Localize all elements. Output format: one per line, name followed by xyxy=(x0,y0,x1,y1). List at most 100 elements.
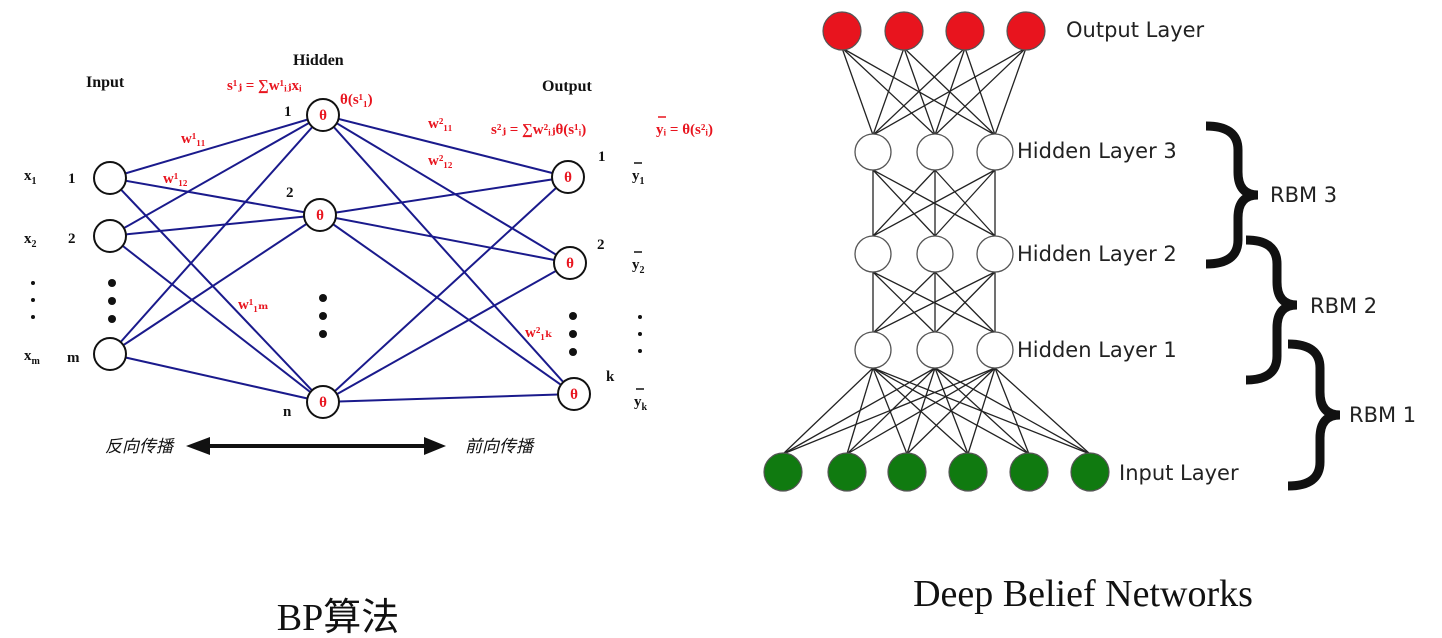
output-node-2 xyxy=(553,246,587,280)
bp-caption: BP算法 xyxy=(277,597,399,638)
edge-inm-hn xyxy=(109,353,324,403)
dbn-input-layer-nodes xyxy=(763,452,1110,492)
output-sum-formula: s²ⱼ = ∑w²ᵢⱼθ(s¹ᵢ) xyxy=(491,122,586,138)
hidden-sum-formula: s¹ⱼ = ∑w¹ᵢⱼxᵢ xyxy=(227,78,302,94)
hidden-index-n: n xyxy=(283,404,292,420)
output-layer-node xyxy=(884,11,924,51)
dot xyxy=(638,315,642,319)
dot xyxy=(638,349,642,353)
output-index-k: k xyxy=(606,369,615,385)
dot xyxy=(319,330,327,338)
edge xyxy=(872,169,936,237)
edge xyxy=(872,169,996,237)
dot xyxy=(31,281,35,285)
weight-w1-1m: w¹₁ₘ xyxy=(238,297,269,313)
bp-connections xyxy=(109,114,575,403)
hidden-index-1: 1 xyxy=(284,104,292,120)
edge xyxy=(994,47,1027,136)
hidden-node-n xyxy=(306,385,340,419)
bp-layer-titles: Input Hidden Output xyxy=(86,52,592,95)
bp-weight-labels: w¹₁₁ w¹₁₂ w¹₁ₘ w²₁₁ w²₁₂ w²₁ₖ xyxy=(163,116,553,341)
rbm1-brace xyxy=(1287,339,1341,491)
bp-formulas: s¹ⱼ = ∑w¹ᵢⱼxᵢ θ(s¹₁) s²ⱼ = ∑w²ᵢⱼθ(s¹ᵢ) y… xyxy=(227,78,713,138)
dbn-connections xyxy=(782,47,1091,455)
hidden-layer-3-node xyxy=(854,133,892,171)
edge xyxy=(934,169,996,237)
dbn-diagram: Output Layer Hidden Layer 3 Hidden Layer… xyxy=(763,11,1416,615)
hidden-layer-2-label: Hidden Layer 2 xyxy=(1017,242,1177,266)
rbm2-brace xyxy=(1245,235,1298,385)
edge xyxy=(872,47,1027,136)
output-node-k xyxy=(557,377,591,411)
edge-in2-h1 xyxy=(109,114,324,237)
edge xyxy=(994,367,1030,455)
edge-hn-o2 xyxy=(322,262,571,403)
rbm3-brace xyxy=(1205,121,1259,269)
bp-ellipsis-dots xyxy=(31,279,642,356)
input-node-1 xyxy=(93,161,127,195)
rbm-2-label: RBM 2 xyxy=(1310,294,1377,318)
dot xyxy=(319,312,327,320)
weight-w2-1k: w²₁ₖ xyxy=(525,325,553,341)
edge-h1-o2 xyxy=(322,114,571,264)
edge xyxy=(841,47,874,136)
edge-h1-o1 xyxy=(322,114,569,178)
dot xyxy=(108,279,116,287)
rbm-1-label: RBM 1 xyxy=(1349,403,1416,427)
dbn-layer-labels: Output Layer Hidden Layer 3 Hidden Layer… xyxy=(1017,18,1239,485)
edge-inm-h2 xyxy=(109,214,321,355)
dbn-output-layer-nodes xyxy=(822,11,1046,51)
hidden-activation: θ(s¹₁) xyxy=(340,92,373,108)
edge-hn-ok xyxy=(322,393,575,403)
edge xyxy=(967,367,996,455)
bp-output-nodes xyxy=(551,160,591,411)
edge xyxy=(782,367,874,455)
dot xyxy=(108,315,116,323)
dot xyxy=(31,315,35,319)
input-layer-node xyxy=(1009,452,1049,492)
hidden-node-1 xyxy=(306,98,340,132)
y-label-1: y1 xyxy=(632,168,645,187)
y-label-k: yk xyxy=(634,394,648,413)
hidden-layer-1-node xyxy=(854,331,892,369)
x-label-1: x1 xyxy=(24,168,37,187)
arrow-head-right xyxy=(424,437,446,455)
input-layer-node xyxy=(887,452,927,492)
weight-w2-11: w²₁₁ xyxy=(428,116,452,132)
hidden-index-2: 2 xyxy=(286,185,294,201)
input-node-m xyxy=(93,337,127,371)
edge xyxy=(906,367,996,455)
edge-in2-h2 xyxy=(109,214,321,237)
input-layer-label: Input Layer xyxy=(1119,461,1239,485)
hidden-layer-1-label: Hidden Layer 1 xyxy=(1017,338,1177,362)
x-label-m: xm xyxy=(24,348,41,367)
input-layer-node xyxy=(763,452,803,492)
edge xyxy=(934,271,996,334)
dot xyxy=(319,294,327,302)
edge xyxy=(846,367,936,455)
forward-propagation-label: 前向传播 xyxy=(465,437,535,456)
dbn-hidden-layer-2-nodes xyxy=(854,235,1014,273)
x-label-2: x2 xyxy=(24,231,37,250)
hidden-layer-2-node xyxy=(854,235,892,273)
edge xyxy=(872,271,996,334)
theta-ok: θ xyxy=(570,387,578,403)
dot xyxy=(31,298,35,302)
input-index-2: 2 xyxy=(68,231,76,247)
y-label-2: y2 xyxy=(632,257,645,276)
edge xyxy=(994,367,1091,455)
hidden-layer-3-node xyxy=(916,133,954,171)
backward-propagation-label: 反向传播 xyxy=(105,437,175,456)
bp-y-labels: y1 y2 yk xyxy=(632,162,648,413)
input-index-1: 1 xyxy=(68,171,76,187)
edge-h1-ok xyxy=(322,114,575,395)
bp-hidden-nodes xyxy=(303,98,340,419)
input-title: Input xyxy=(86,74,125,91)
output-layer-node xyxy=(1006,11,1046,51)
edge-inm-h1 xyxy=(109,114,324,355)
theta-hn: θ xyxy=(319,395,327,411)
theta-h2: θ xyxy=(316,208,324,224)
weight-w2-12: w²₁₂ xyxy=(428,153,453,169)
hidden-layer-2-node xyxy=(976,235,1014,273)
bp-x-labels: x1 x2 xm xyxy=(24,168,41,367)
